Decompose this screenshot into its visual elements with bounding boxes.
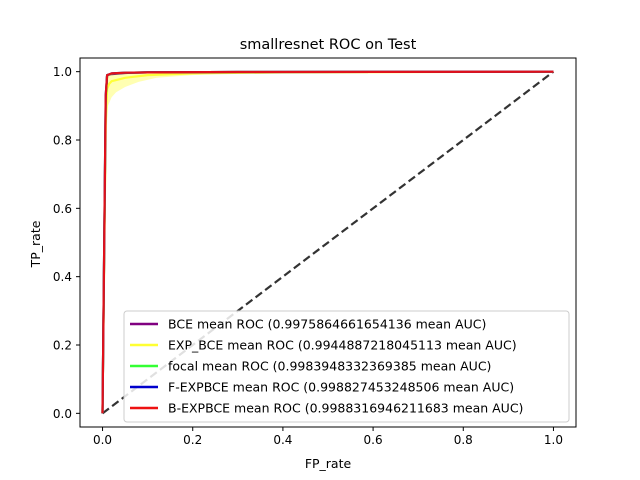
roc-series-line-5 bbox=[101, 70, 554, 414]
chance-diagonal-line bbox=[101, 70, 555, 415]
x-tick-label: 0.0 bbox=[93, 433, 112, 447]
y-axis-label: TP_rate bbox=[28, 220, 43, 268]
x-tick-label: 0.6 bbox=[364, 433, 383, 447]
x-axis-label: FP_rate bbox=[305, 456, 352, 471]
legend-label-1: BCE mean ROC (0.9975864661654136 mean AU… bbox=[168, 317, 486, 332]
y-tick-label: 0.2 bbox=[53, 339, 72, 353]
y-tick-label: 0.8 bbox=[53, 134, 72, 148]
axes-frame bbox=[79, 57, 577, 428]
plot-area bbox=[101, 70, 555, 415]
legend-box bbox=[123, 310, 570, 423]
x-tick-label: 1.0 bbox=[544, 433, 563, 447]
legend-label-2: EXP_BCE mean ROC (0.9944887218045113 mea… bbox=[168, 338, 517, 353]
y-tick-label: 1.0 bbox=[53, 65, 72, 79]
legend: BCE mean ROC (0.9975864661654136 mean AU… bbox=[123, 310, 570, 423]
legend-label-4: F-EXPBCE mean ROC (0.998827453248506 mea… bbox=[168, 380, 514, 395]
x-tick-label: 0.4 bbox=[273, 433, 292, 447]
chart-title: smallresnet ROC on Test bbox=[240, 37, 417, 53]
y-tick-label: 0.0 bbox=[53, 407, 72, 421]
legend-label-5: B-EXPBCE mean ROC (0.9988316946211683 me… bbox=[168, 401, 523, 416]
axes: 0.0 0.0 0.2 0.2 0.4 0.4 0.6 0.6 0.8 0.8 1.0 1.0 bbox=[53, 57, 577, 447]
x-tick-label: 0.8 bbox=[454, 433, 473, 447]
y-tick-label: 0.6 bbox=[53, 202, 72, 216]
x-tick-label: 0.2 bbox=[183, 433, 202, 447]
legend-label-3: focal mean ROC (0.9983948332369385 mean … bbox=[168, 359, 491, 374]
y-tick-label: 0.4 bbox=[53, 270, 72, 284]
